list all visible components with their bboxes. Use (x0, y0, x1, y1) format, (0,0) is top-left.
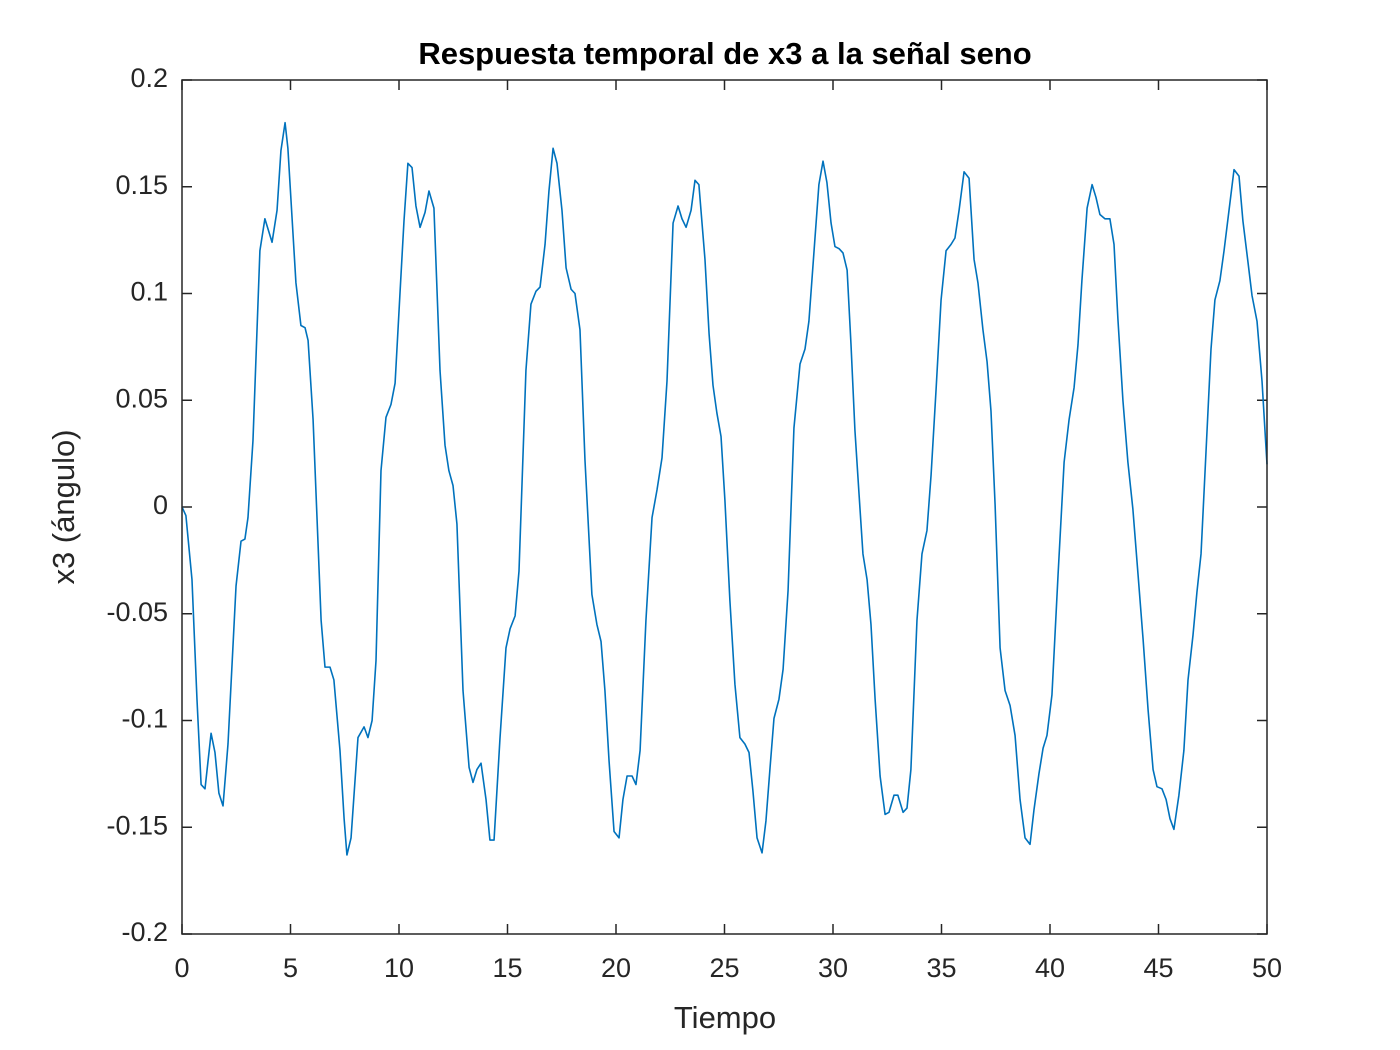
x-tick-label: 5 (283, 953, 298, 983)
x-tick-label: 50 (1252, 953, 1282, 983)
y-tick-label: 0.15 (115, 170, 168, 200)
data-line (181, 121, 1268, 856)
y-axis-label: x3 (ángulo) (46, 429, 81, 584)
axes-box (181, 79, 1268, 935)
y-tick-label: -0.05 (106, 597, 168, 627)
x-tick-label: 15 (492, 953, 522, 983)
x-tick-label: 25 (709, 953, 739, 983)
x-tick-label: 20 (601, 953, 631, 983)
chart-title: Respuesta temporal de x3 a la señal seno (418, 36, 1031, 71)
y-tick-label: -0.2 (121, 917, 168, 947)
x-tick-label: 35 (926, 953, 956, 983)
y-tick-label: 0 (153, 490, 168, 520)
x-axis-label: Tiempo (674, 1000, 776, 1035)
x-tick-label: 45 (1143, 953, 1173, 983)
x-tick-label: 30 (818, 953, 848, 983)
x-tick-label: 0 (174, 953, 189, 983)
y-tick-label: 0.1 (130, 277, 168, 307)
y-tick-label: 0.05 (115, 383, 168, 413)
x-tick-label: 10 (384, 953, 414, 983)
y-tick-label: -0.1 (121, 704, 168, 734)
y-tick-label: 0.2 (130, 63, 168, 93)
x-tick-label: 40 (1035, 953, 1065, 983)
y-tick-label: -0.15 (106, 810, 168, 840)
